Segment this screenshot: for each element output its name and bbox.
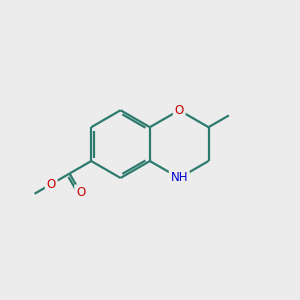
Text: O: O [76, 186, 85, 199]
Text: NH: NH [170, 172, 188, 184]
Text: O: O [46, 178, 56, 191]
Text: O: O [175, 104, 184, 117]
